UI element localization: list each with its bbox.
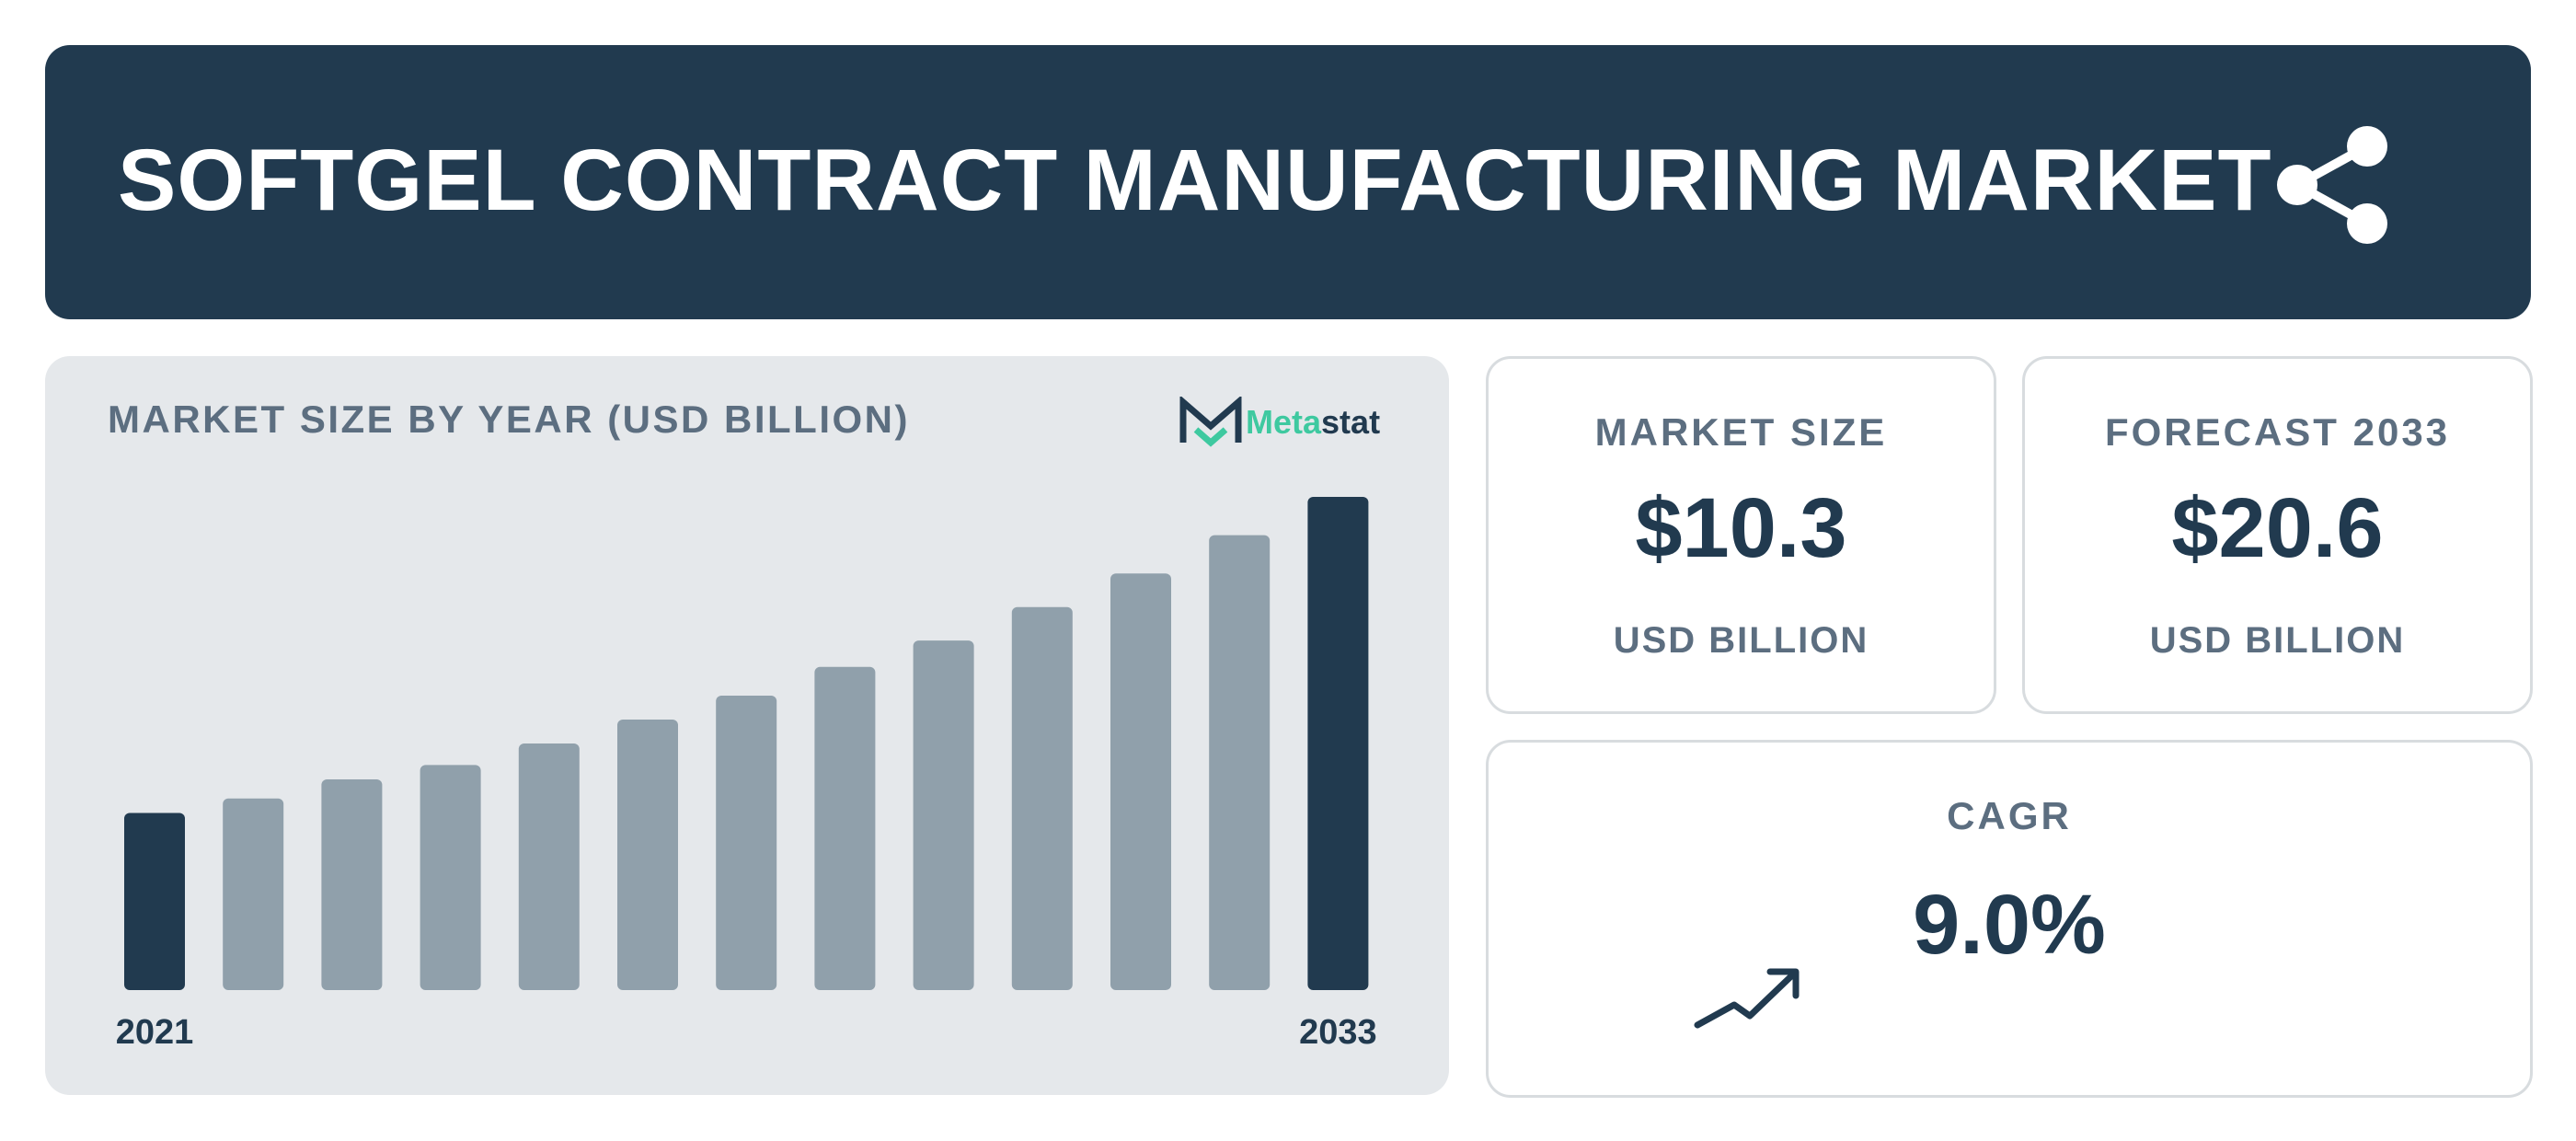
cagr-card: CAGR 9.0%: [1486, 740, 2533, 1098]
page-title: SOFTGEL CONTRACT MANUFACTURING MARKET: [118, 132, 2272, 229]
bar-2030: [1011, 606, 1073, 990]
header-banner: SOFTGEL CONTRACT MANUFACTURING MARKET: [45, 45, 2531, 319]
x-tick-label-2033: 2033: [1299, 1013, 1377, 1052]
market-size-chart-card: MARKET SIZE BY YEAR (USD BILLION) Metast…: [45, 356, 1449, 1095]
bar-2032: [1209, 535, 1271, 990]
metastat-logo: Metastat: [1179, 395, 1380, 450]
share-icon[interactable]: [2271, 121, 2400, 249]
forecast-unit: USD BILLION: [2149, 620, 2406, 661]
logo-text-meta: Meta: [1246, 403, 1322, 441]
bar-2025: [518, 743, 580, 990]
trending-up-icon: [1694, 968, 1800, 1029]
bar-2031: [1110, 573, 1171, 990]
bar-2026: [617, 720, 678, 990]
bar-2021: [124, 813, 185, 990]
market-size-unit: USD BILLION: [1613, 620, 1869, 661]
bar-2023: [321, 779, 383, 990]
cagr-value: 9.0%: [1913, 878, 2106, 972]
logo-text: Metastat: [1246, 406, 1380, 439]
bar-2033: [1307, 497, 1369, 990]
market-size-label: MARKET SIZE: [1594, 410, 1888, 454]
bar-2022: [223, 798, 284, 990]
bar-2029: [913, 640, 974, 990]
market-size-value: $10.3: [1635, 481, 1847, 575]
bar-2027: [716, 696, 777, 990]
bar-2028: [814, 666, 876, 990]
x-tick-label-2021: 2021: [116, 1013, 194, 1052]
logo-text-stat: stat: [1321, 403, 1381, 441]
forecast-value: $20.6: [2171, 481, 2384, 575]
forecast-card: FORECAST 2033 $20.6 USD BILLION: [2022, 356, 2533, 714]
bar-chart: 2021 2033: [116, 497, 1377, 1052]
chart-title: MARKET SIZE BY YEAR (USD BILLION): [108, 398, 910, 441]
cagr-label: CAGR: [1947, 794, 2072, 837]
forecast-label: FORECAST 2033: [2104, 410, 2451, 454]
market-size-card: MARKET SIZE $10.3 USD BILLION: [1486, 356, 1996, 714]
bar-2024: [420, 765, 481, 990]
metastat-logo-mark-icon: [1179, 397, 1242, 447]
